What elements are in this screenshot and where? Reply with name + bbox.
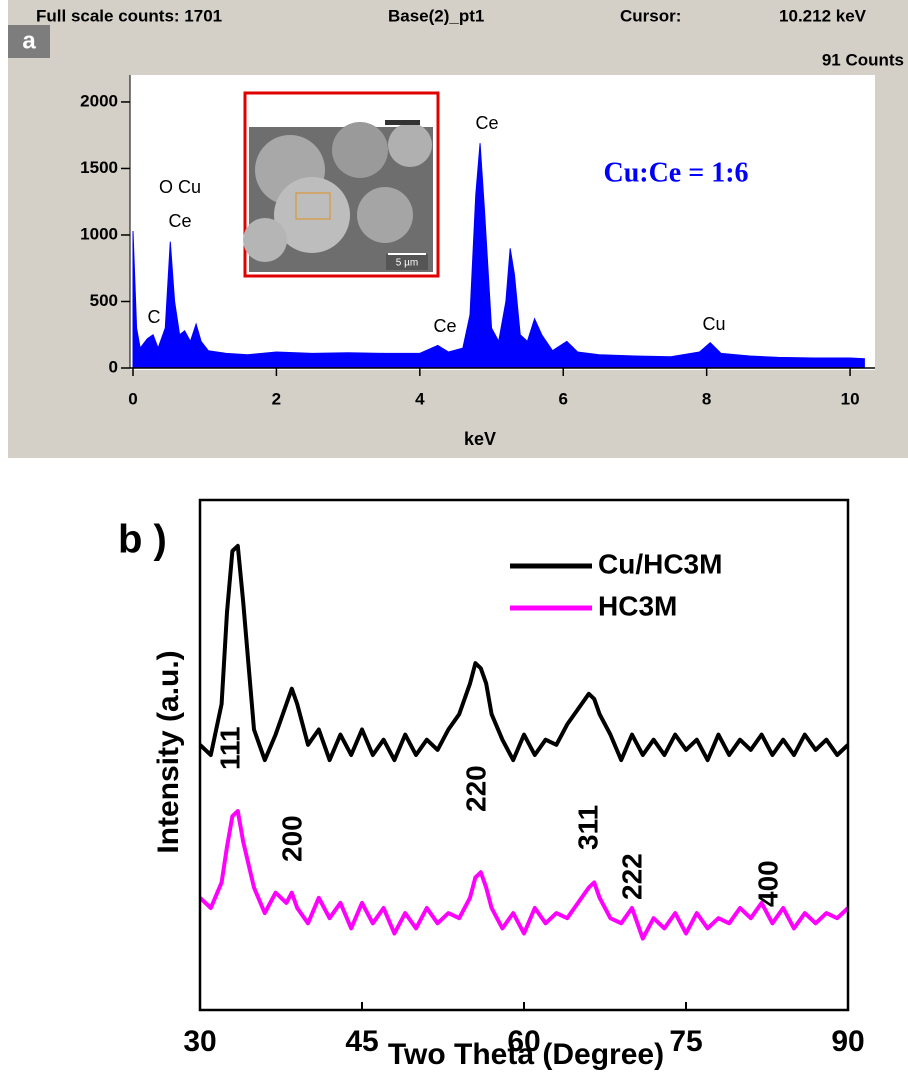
x-axis-label: keV	[464, 429, 496, 449]
particle	[332, 122, 388, 178]
peak-label: 311	[572, 805, 603, 850]
panel-a: Full scale counts: 1701 Base(2)_pt1 Cursor…	[8, 6, 904, 449]
peak-label: 400	[752, 860, 783, 907]
x-tick-label: 8	[702, 389, 711, 408]
series-line	[198, 543, 850, 763]
series-line	[198, 809, 850, 941]
particle	[357, 187, 413, 243]
y-tick-label: 0	[109, 357, 118, 376]
x-tick-label: 90	[831, 1025, 864, 1058]
x-tick-label: 4	[415, 389, 425, 408]
peak-label: Cu	[702, 314, 725, 334]
y-tick-label: 2000	[80, 91, 118, 110]
x-tick-label: 60	[507, 1025, 540, 1058]
peak-label: Ce	[475, 113, 498, 133]
x-axis-label: Two Theta (Degree)	[388, 1038, 664, 1071]
legend-label: Cu/HC3M	[598, 548, 722, 579]
header-cursor-energy: 10.212 keV	[779, 6, 867, 25]
peak-label: Ce	[168, 211, 191, 231]
particle	[274, 177, 350, 253]
header-cursor-counts: 91 Counts	[822, 50, 904, 69]
peak-label: Ce	[433, 316, 456, 336]
x-tick-label: 6	[559, 389, 568, 408]
header-spectrum: Base(2)_pt1	[388, 6, 484, 25]
x-tick-label: 2	[272, 389, 281, 408]
peak-label: 222	[616, 853, 647, 900]
peak-label: 220	[460, 765, 491, 812]
panel-label: b )	[118, 518, 167, 562]
y-tick-label: 1500	[80, 158, 118, 177]
panel-label: a	[22, 27, 36, 54]
panel-label-box	[8, 25, 50, 58]
x-tick-label: 10	[841, 389, 860, 408]
y-tick-label: 1000	[80, 224, 118, 243]
x-tick-label: 30	[183, 1025, 216, 1058]
scale-box	[386, 254, 428, 270]
x-tick-label: 0	[128, 389, 137, 408]
peak-label: O Cu	[159, 177, 201, 197]
x-tick-label: 75	[669, 1025, 702, 1058]
legend-label: HC3M	[598, 590, 677, 621]
ratio-label: Cu:Ce = 1:6	[603, 157, 748, 188]
header-full-scale: Full scale counts: 1701	[36, 6, 222, 25]
inset-scale: 5 µm	[396, 258, 418, 269]
y-axis-label: Intensity (a.u.)	[152, 650, 185, 853]
peak-label: 200	[276, 815, 307, 862]
panel-b: 30 45 60 75 90 Two Theta (Degree) Intensity (a…	[118, 498, 865, 1071]
header-cursor: Cursor:	[620, 6, 681, 25]
inset	[243, 91, 440, 278]
peak-label: 111	[214, 726, 245, 770]
selection	[295, 192, 331, 220]
scale-gradient	[385, 120, 420, 125]
particle	[388, 123, 432, 167]
peak-label: C	[148, 307, 161, 327]
x-tick-label: 45	[345, 1025, 378, 1058]
spectrum	[132, 143, 865, 369]
y-tick-label: 500	[90, 291, 118, 310]
particle	[243, 218, 287, 262]
